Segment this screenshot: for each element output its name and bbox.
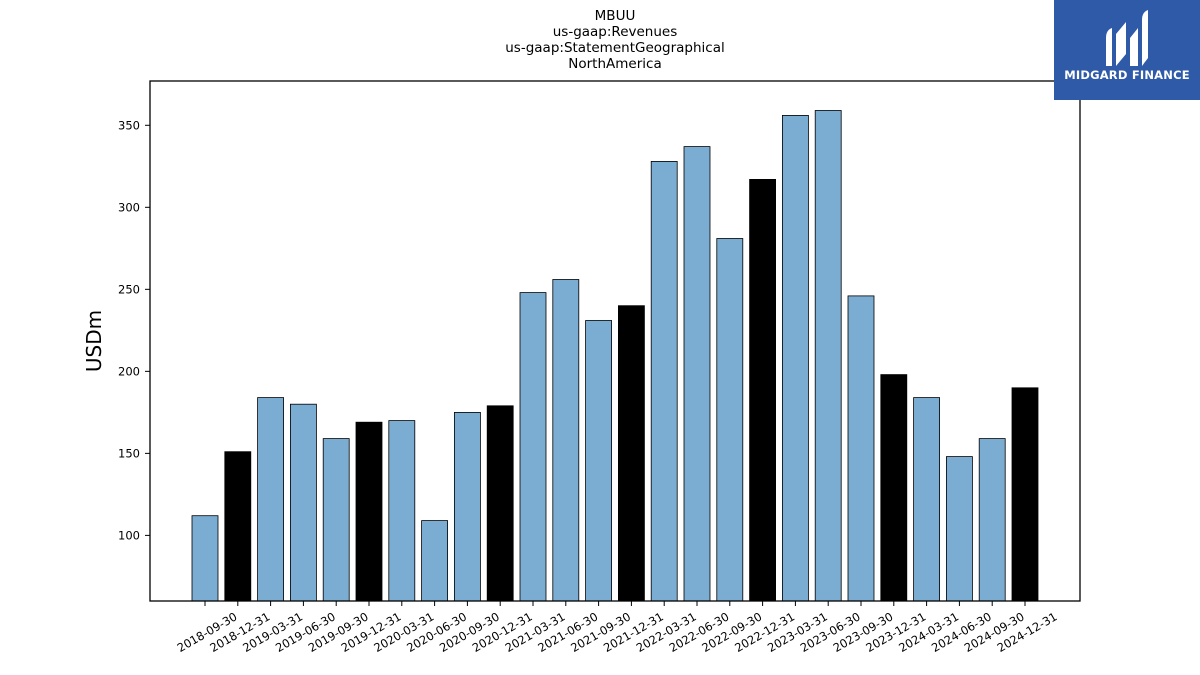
y-tick-label: 300 <box>118 200 140 214</box>
bar-2023-03-31 <box>782 115 809 602</box>
bar-2021-06-30 <box>552 279 580 602</box>
bar-2021-12-31 <box>618 305 645 602</box>
bar-2022-06-30 <box>683 146 711 602</box>
title-line-4: NorthAmerica <box>568 56 661 72</box>
title-line-3: us-gaap:StatementGeographical <box>505 40 724 56</box>
bar-2020-12-31 <box>486 405 514 602</box>
bar-2022-09-30 <box>716 238 744 602</box>
bar-2022-12-31 <box>749 178 776 602</box>
plot-frame <box>149 80 1081 602</box>
bar-2020-09-30 <box>453 411 481 602</box>
title-line-1: MBUU <box>595 8 636 24</box>
x-axis: 2018-09-302018-12-312019-03-312019-06-30… <box>175 601 1060 655</box>
y-tick-label: 150 <box>118 446 140 460</box>
bar-2019-03-31 <box>257 397 285 602</box>
midgard-logo-icon <box>1106 10 1148 66</box>
bar-2021-09-30 <box>585 320 612 602</box>
title-line-2: us-gaap:Revenues <box>553 24 678 40</box>
brand-logo: MIDGARD FINANCE <box>1054 0 1200 100</box>
bar-2020-03-31 <box>388 420 416 602</box>
bar-2024-12-31 <box>1011 387 1039 602</box>
bar-2022-03-31 <box>650 160 678 602</box>
bar-2020-06-30 <box>421 520 449 602</box>
y-tick-label: 350 <box>118 118 140 132</box>
bar-2019-09-30 <box>322 438 350 602</box>
bar-2019-12-31 <box>355 421 383 602</box>
brand-name: MIDGARD FINANCE <box>1064 68 1190 82</box>
bar-2021-03-31 <box>519 292 547 602</box>
y-axis-label: USDm <box>82 310 106 372</box>
bar-2019-06-30 <box>289 403 317 602</box>
y-tick-label: 200 <box>118 364 140 378</box>
chart-title: MBUU us-gaap:Revenues us-gaap:StatementG… <box>505 8 724 72</box>
bar-2018-12-31 <box>224 451 252 602</box>
bar-2024-06-30 <box>946 456 973 602</box>
bar-2023-09-30 <box>847 295 875 602</box>
y-tick-label: 100 <box>118 528 140 542</box>
y-axis: 100 150 200 250 300 350 <box>118 118 150 542</box>
bar-2024-09-30 <box>978 438 1006 602</box>
bar-2023-12-31 <box>880 374 908 602</box>
bars-group <box>191 110 1039 602</box>
bar-2024-03-31 <box>913 397 940 602</box>
bar-2023-06-30 <box>814 110 842 602</box>
bar-2018-09-30 <box>191 515 219 602</box>
y-tick-label: 250 <box>118 282 140 296</box>
